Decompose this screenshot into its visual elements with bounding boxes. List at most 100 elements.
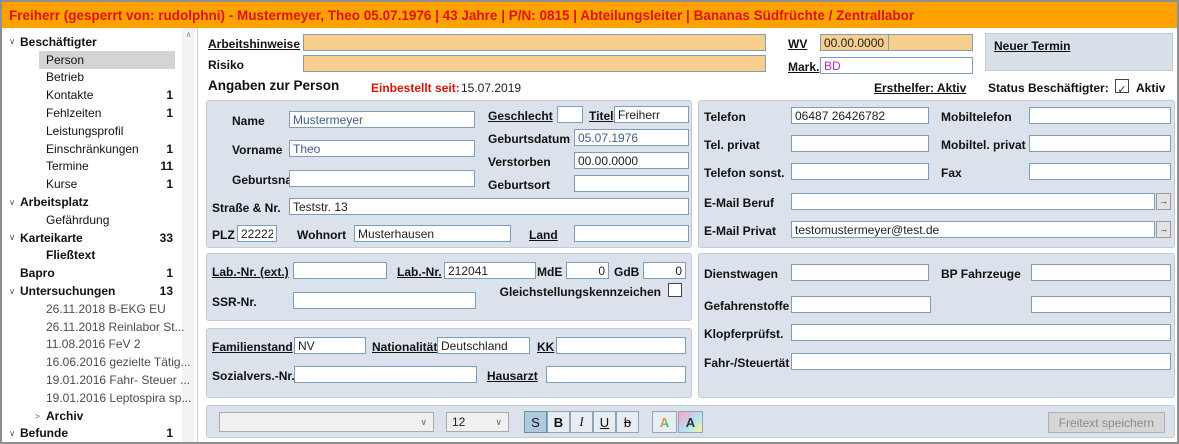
telefon-sonst-input[interactable] xyxy=(791,163,929,180)
ersthelfer-link[interactable]: Ersthelfer: Aktiv xyxy=(874,81,967,95)
gdb-input[interactable] xyxy=(643,262,686,279)
status-aktiv-checkbox[interactable]: ✓ xyxy=(1115,79,1129,96)
name-input[interactable] xyxy=(289,111,475,128)
geschlecht-label[interactable]: Geschlecht xyxy=(488,109,553,123)
neuer-termin-link[interactable]: Neuer Termin xyxy=(994,39,1071,53)
sidebar-item-bapro[interactable]: Bapro 1 xyxy=(20,266,173,281)
mobiltelefon-input[interactable] xyxy=(1029,107,1171,124)
sidebar-item-untersuchung-1[interactable]: 26.11.2018 B-EKG EU xyxy=(46,301,166,316)
sidebar-item-arbeitsplatz[interactable]: ∨ Arbeitsplatz xyxy=(2,193,181,211)
hausarzt-input[interactable] xyxy=(546,366,686,383)
land-label[interactable]: Land xyxy=(529,228,558,242)
verstorben-input[interactable] xyxy=(574,152,689,169)
sidebar-scrollbar[interactable]: ∧ xyxy=(182,28,195,442)
font-size-select[interactable]: 12 ∨ xyxy=(446,412,509,432)
sidebar-item-befunde[interactable]: ∨ Befunde 1 xyxy=(2,425,181,442)
italic-button[interactable]: I xyxy=(570,411,593,433)
expand-icon[interactable]: ∨ xyxy=(9,196,16,207)
highlight-color-button[interactable]: A xyxy=(678,411,703,433)
underline-button[interactable]: U xyxy=(593,411,616,433)
sidebar-item-untersuchung-5[interactable]: 19.01.2016 Fahr- Steuer ... xyxy=(46,373,191,388)
sidebar-item-untersuchung-3[interactable]: 11.08.2016 FeV 2 xyxy=(46,337,141,352)
sidebar-item-untersuchungen[interactable]: ∨ Untersuchungen 13 xyxy=(2,282,181,300)
sidebar-item-betrieb[interactable]: Betrieb xyxy=(46,70,85,85)
wohnort-input[interactable] xyxy=(354,225,511,242)
titel-input[interactable] xyxy=(614,106,689,123)
telefon-input[interactable] xyxy=(791,107,929,124)
strikethrough-button[interactable]: b xyxy=(616,411,639,433)
expand-icon[interactable]: ∨ xyxy=(9,232,16,243)
plz-input[interactable] xyxy=(237,225,277,242)
expand-icon[interactable]: ∨ xyxy=(9,36,16,47)
mark-input[interactable] xyxy=(820,57,973,74)
geburtsname-input[interactable] xyxy=(289,170,475,187)
kk-input[interactable] xyxy=(556,337,686,354)
land-input[interactable] xyxy=(574,225,689,242)
mark-label[interactable]: Mark. xyxy=(788,60,820,74)
ssr-nr-input[interactable] xyxy=(293,292,476,309)
kk-label[interactable]: KK xyxy=(537,340,555,354)
expand-icon[interactable]: ∨ xyxy=(9,285,16,296)
sidebar-item-gefaehrdung[interactable]: Gefährdung xyxy=(46,212,110,227)
mobiltel-privat-input[interactable] xyxy=(1029,135,1171,152)
geburtsdatum-input[interactable] xyxy=(574,129,689,146)
nationalitaet-label[interactable]: Nationalität xyxy=(372,340,438,354)
vorname-input[interactable] xyxy=(289,140,475,157)
sidebar-item-untersuchung-6[interactable]: 19.01.2016 Leptospira sp... xyxy=(46,390,192,405)
fax-input[interactable] xyxy=(1029,163,1171,180)
freitext-speichern-button[interactable]: Freitext speichern xyxy=(1047,412,1165,433)
scroll-up-icon[interactable]: ∧ xyxy=(185,30,192,39)
sidebar-item-einschraenkungen[interactable]: Einschränkungen 1 xyxy=(46,141,173,156)
familienstand-label[interactable]: Familienstand xyxy=(212,340,293,354)
lab-nr-ext-input[interactable] xyxy=(293,262,387,279)
risiko-input[interactable] xyxy=(303,55,766,72)
sidebar-item-person[interactable]: Person xyxy=(2,50,181,69)
arbeitshinweise-input[interactable] xyxy=(303,34,766,51)
wv-date-input[interactable] xyxy=(820,34,889,51)
sidebar-item-untersuchung-4[interactable]: 16.06.2016 gezielte Tätig... xyxy=(46,355,191,370)
strasse-input[interactable] xyxy=(289,198,689,215)
sidebar-item-untersuchung-2[interactable]: 26.11.2018 Reinlabor St... xyxy=(46,319,185,334)
klopferpruefst-input[interactable] xyxy=(791,324,1171,341)
bold-button[interactable]: B xyxy=(547,411,570,433)
gefahrenstoffe-input[interactable] xyxy=(791,296,931,313)
lab-nr-label[interactable]: Lab.-Nr. xyxy=(397,265,442,279)
dienstwagen-input[interactable] xyxy=(791,264,929,281)
sidebar-item-fliesstext[interactable]: Fließtext xyxy=(46,248,96,263)
gefahrenstoffe-secondary-input[interactable] xyxy=(1031,296,1171,313)
bp-fahrzeuge-input[interactable] xyxy=(1031,264,1171,281)
sidebar-item-kontakte[interactable]: Kontakte 1 xyxy=(46,88,173,103)
tel-privat-input[interactable] xyxy=(791,135,929,152)
arbeitshinweise-label[interactable]: Arbeitshinweise xyxy=(208,37,301,51)
email-privat-open-button[interactable]: → xyxy=(1156,221,1171,238)
font-color-button[interactable]: A xyxy=(652,411,677,433)
expand-icon[interactable]: ∨ xyxy=(9,427,16,438)
fahr-steuertaet-input[interactable] xyxy=(791,353,1171,370)
lab-nr-input[interactable] xyxy=(444,262,536,279)
sidebar-item-termine[interactable]: Termine 11 xyxy=(46,159,173,174)
collapse-icon[interactable]: > xyxy=(35,410,40,421)
font-family-select[interactable]: ∨ xyxy=(219,412,434,432)
titel-label[interactable]: Titel xyxy=(589,109,614,123)
style-standard-button[interactable]: S xyxy=(524,411,547,433)
mde-input[interactable] xyxy=(566,262,609,279)
email-beruf-open-button[interactable]: → xyxy=(1156,193,1171,210)
familienstand-input[interactable] xyxy=(294,337,366,354)
geburtsort-input[interactable] xyxy=(574,175,689,192)
email-beruf-input[interactable] xyxy=(791,193,1155,210)
wv-extra-input[interactable] xyxy=(888,34,973,51)
lab-nr-ext-label[interactable]: Lab.-Nr. (ext.) xyxy=(212,265,289,279)
sidebar-item-leistungsprofil[interactable]: Leistungsprofil xyxy=(46,123,124,138)
email-privat-input[interactable] xyxy=(791,221,1155,238)
sidebar-item-fehlzeiten[interactable]: Fehlzeiten 1 xyxy=(46,106,173,121)
gleichstellung-checkbox[interactable] xyxy=(668,283,682,297)
sidebar-item-kurse[interactable]: Kurse 1 xyxy=(46,177,173,192)
sidebar-item-archiv[interactable]: > Archiv xyxy=(2,407,181,425)
sidebar-item-karteikarte[interactable]: ∨ Karteikarte 33 xyxy=(2,229,181,247)
geschlecht-input[interactable] xyxy=(557,106,583,123)
sidebar-item-beschaeftigter[interactable]: ∨ Beschäftigter xyxy=(2,33,181,51)
wv-label[interactable]: WV xyxy=(788,37,808,51)
sozialvers-input[interactable] xyxy=(294,366,477,383)
nationalitaet-input[interactable] xyxy=(437,337,530,354)
hausarzt-label[interactable]: Hausarzt xyxy=(487,369,538,383)
